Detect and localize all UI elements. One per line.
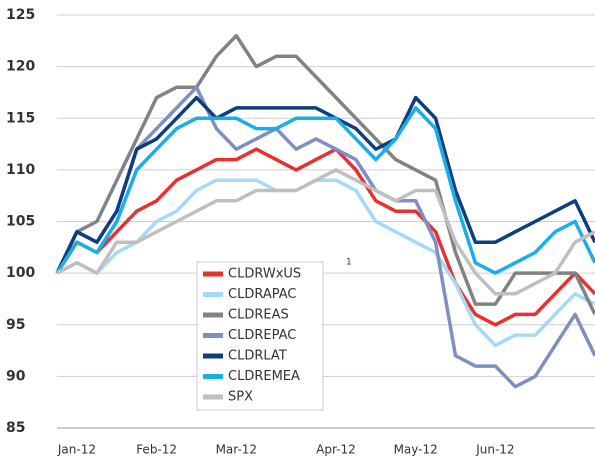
legend-label: CLDREPAC: [228, 328, 296, 343]
y-tick-label: 125: [6, 7, 35, 23]
series-line: [55, 85, 595, 389]
legend-label: CLDREAS: [228, 308, 289, 323]
x-tick-label: Jan-12: [57, 443, 96, 457]
legend-label: CLDREMEA: [228, 369, 300, 384]
legend: CLDRWxUS CLDRAPAC CLDREAS CLDREPAC CLDRLAT CL…: [196, 261, 324, 411]
legend-label: CLDRWxUS: [228, 267, 301, 282]
y-tick-label: 110: [6, 162, 35, 178]
y-tick-label: 100: [6, 265, 35, 281]
y-tick-label: 90: [6, 368, 26, 384]
y-tick-label: 85: [6, 420, 25, 436]
x-tick-label: May-12: [394, 443, 438, 457]
x-tick-label: Jun-12: [475, 443, 514, 457]
series-line: [55, 95, 595, 274]
series-line: [55, 106, 595, 275]
x-tick-label: Feb-12: [136, 443, 177, 457]
series-line: [55, 33, 595, 316]
x-tick-label: Mar-12: [216, 443, 257, 457]
legend-label: SPX: [228, 390, 253, 405]
y-tick-label: 115: [6, 110, 35, 126]
legend-label: CLDRAPAC: [228, 287, 296, 302]
series-line: [56, 168, 595, 296]
y-tick-label: 95: [6, 317, 25, 333]
legend-label: CLDRLAT: [228, 349, 287, 364]
y-tick-label: 120: [6, 59, 35, 75]
annotation: 1: [346, 258, 352, 268]
series-line: [55, 147, 595, 327]
x-tick-label: Apr-12: [316, 443, 356, 457]
series-line: [56, 178, 595, 348]
y-tick-label: 105: [6, 214, 35, 230]
